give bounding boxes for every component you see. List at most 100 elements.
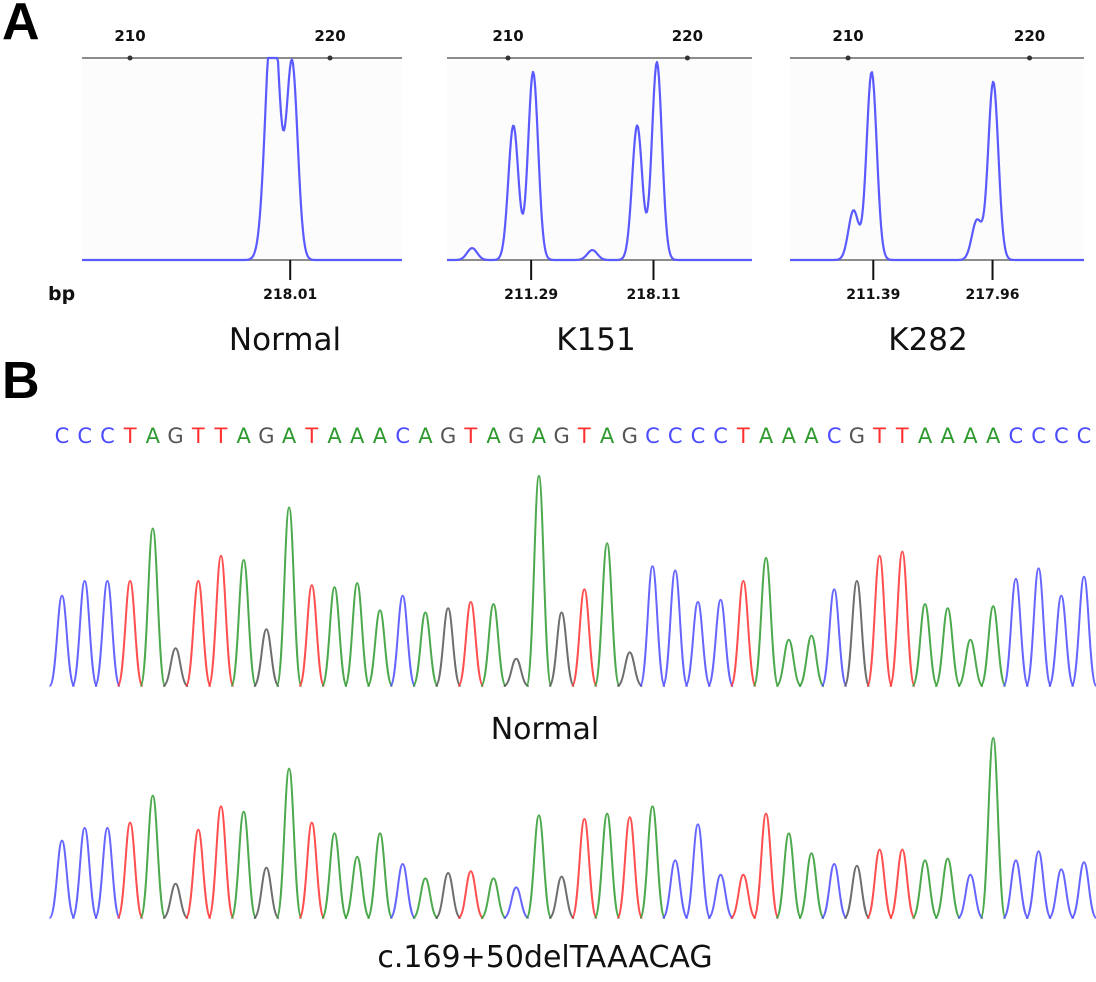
x-tick-dot-210 [845,55,851,61]
base-call-C: C [645,424,660,448]
chromatogram-peak-A [139,527,167,687]
base-call-T: T [214,424,228,448]
chromatogram-peak-C [71,826,99,919]
chromatogram-peak-A [275,767,303,919]
plot-area-0 [82,58,402,260]
chromatogram-peak-C [93,579,121,687]
base-call-T: T [123,424,137,448]
chromatogram-peak-G [843,864,871,919]
chromatogram-peak-G [548,875,576,919]
x-tick-label-210: 210 [114,27,145,45]
peak-call-label: 211.29 [504,287,558,303]
chromatogram-peak-T [570,817,598,919]
panel-a-letter: A [2,0,40,51]
chromatogram-peak-T [888,550,916,687]
base-call-A: A [758,424,774,448]
base-call-A: A [281,424,297,448]
chromatogram-peak-A [480,877,507,919]
chromatogram-peak-G [843,579,871,687]
chromatogram-peak-A [934,607,962,687]
chromatogram-peak-T [184,828,212,919]
base-call-C: C [1076,424,1092,448]
base-call-A: A [372,424,388,448]
base-call-T: T [873,424,887,448]
chromatogram-peak-G [616,651,643,687]
chromatogram-peak-T [888,848,916,919]
base-call-C: C [713,424,728,448]
chromatogram-peak-A [366,609,394,687]
chromatogram-peak-C [48,839,76,919]
chromatogram-peak-C [661,859,689,919]
chromatogram-peak-T [866,554,894,687]
x-tick-label-220: 220 [1014,27,1045,45]
base-call-C: C [77,424,93,448]
chromatogram-peak-A [411,611,439,687]
electropherogram-trace-k282 [789,71,1085,262]
base-call-G: G [508,424,525,448]
base-call-A: A [236,424,251,448]
base-call-G: G [848,424,866,448]
chromatogram-peak-A [639,805,666,919]
base-call-A: A [940,424,955,448]
chromatogram-peak-C [389,862,417,919]
trace-label-normal: Normal [490,712,600,747]
base-call-C: C [1053,424,1069,448]
chromatogram-peak-A [775,832,803,919]
chromatogram-peak-T [298,821,326,919]
chromatogram-peak-A [321,586,348,687]
base-call-A: A [599,424,615,448]
chromatogram-peak-A [525,474,553,687]
base-call-C: C [690,424,706,448]
chromatogram-peak-C [707,598,735,687]
x-tick-label-220: 220 [314,27,345,45]
chromatogram-peak-C [1070,575,1096,687]
chromatogram-peak-G [162,882,189,919]
chromatogram-peak-G [503,657,530,687]
plot-area-2 [790,58,1084,260]
electropherogram-trace-k151 [446,60,753,262]
chromatogram-peak-C [820,588,848,687]
base-call-A: A [985,424,1001,448]
chromatogram-peak-A [366,832,394,919]
base-call-A: A [804,424,819,448]
chromatogram-peak-A [321,832,348,919]
base-call-A: A [145,424,161,448]
peak-call-label: 218.01 [263,287,317,303]
chromatogram-peak-A [979,736,1007,919]
chromatogram-peak-T [457,600,485,687]
chromatogram-peak-C [389,594,417,687]
base-call-T: T [191,424,205,448]
chromatogram-peak-T [729,873,757,919]
x-tick-dot-220 [327,55,333,61]
chromatogram-peak-A [343,582,371,687]
chromatogram-peak-C [1002,859,1030,919]
chromatogram-peak-T [866,848,894,919]
base-call-T: T [736,424,750,448]
peak-call-label: 218.11 [626,287,680,303]
chromatogram-peak-C [1002,577,1030,687]
chromatogram-peak-G [252,866,280,919]
base-call-A: A [327,424,342,448]
chromatogram-peak-G [548,611,576,687]
bp-unit-label: bp [48,283,76,305]
chromatogram-peak-A [979,605,1007,687]
chromatogram-peak-A [139,794,167,919]
x-tick-label-220: 220 [672,27,703,45]
chromatogram-peak-G [162,647,189,687]
chromatogram-peak-A [343,855,371,919]
chromatogram-peak-C [639,565,666,687]
chromatogram-peak-A [480,603,507,687]
chromatogram-peak-A [957,638,984,687]
chromatogram-peak-A [230,558,258,687]
base-call-G: G [553,424,570,448]
x-tick-label-210: 210 [832,27,863,45]
base-call-A: A [917,424,933,448]
chromatogram-peak-T [184,579,212,687]
chromatogram-peak-T [570,588,598,687]
chromatogram-peak-T [616,816,644,919]
base-call-A: A [486,424,501,448]
chromatogram-peak-C [1025,850,1053,919]
base-call-C: C [826,424,842,448]
